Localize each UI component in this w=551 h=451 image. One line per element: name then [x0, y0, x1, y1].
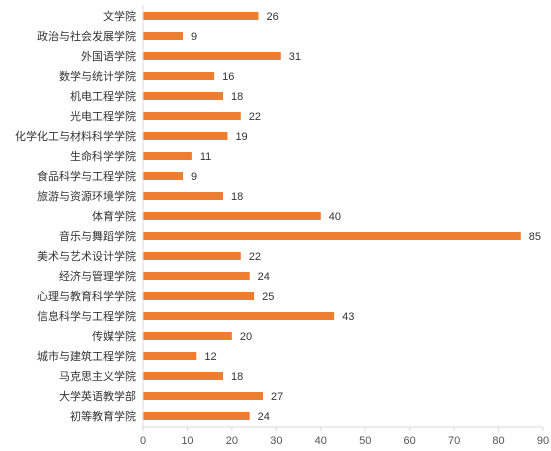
category-label: 光电工程学院	[70, 109, 136, 123]
bars-group	[143, 12, 521, 420]
x-tick-label: 0	[140, 435, 146, 447]
value-label: 18	[231, 371, 243, 383]
category-label: 文学院	[103, 9, 136, 23]
bar	[143, 152, 192, 160]
bar	[143, 12, 259, 20]
bar	[143, 172, 183, 180]
category-label: 外国语学院	[81, 49, 136, 63]
category-label: 化学化工与材料科学学院	[15, 129, 136, 143]
x-tick-label: 40	[315, 435, 327, 447]
category-label: 心理与教育科学学院	[37, 289, 136, 303]
value-label: 25	[262, 291, 274, 303]
category-label: 传媒学院	[92, 329, 136, 343]
category-label: 音乐与舞蹈学院	[59, 229, 136, 243]
value-label: 20	[240, 331, 252, 343]
bar	[143, 132, 228, 140]
x-axis: 0 10 20 30 40 50 60 70 80 90	[140, 5, 549, 447]
value-label: 12	[204, 351, 216, 363]
value-label: 16	[222, 71, 234, 83]
bar	[143, 92, 223, 100]
category-label: 信息科学与工程学院	[37, 309, 136, 323]
category-label: 生命科学学院	[70, 149, 136, 163]
bar	[143, 272, 250, 280]
category-label: 体育学院	[92, 209, 136, 223]
x-tick-label: 50	[359, 435, 371, 447]
bar	[143, 352, 197, 360]
bar	[143, 392, 263, 400]
bar	[143, 252, 241, 260]
bar	[143, 112, 241, 120]
bar	[143, 72, 215, 80]
x-tick-label: 20	[226, 435, 238, 447]
value-label: 19	[235, 131, 247, 143]
value-label: 24	[258, 271, 270, 283]
value-label: 9	[191, 31, 197, 43]
bar	[143, 52, 281, 60]
category-label: 马克思主义学院	[59, 369, 136, 383]
category-label: 大学英语教学部	[59, 389, 136, 403]
value-label: 31	[289, 51, 301, 63]
value-label: 11	[200, 151, 211, 163]
value-label: 27	[271, 391, 283, 403]
x-tick-label: 80	[492, 435, 504, 447]
bar	[143, 192, 223, 200]
value-label: 22	[249, 111, 261, 123]
bar	[143, 212, 321, 220]
category-label: 初等教育学院	[70, 409, 136, 423]
x-tick-label: 90	[537, 435, 549, 447]
category-label: 政治与社会发展学院	[37, 29, 136, 43]
x-tick-label: 60	[404, 435, 416, 447]
bar	[143, 412, 250, 420]
bar	[143, 312, 335, 320]
bar	[143, 32, 183, 40]
category-label: 城市与建筑工程学院	[37, 349, 136, 363]
value-label: 43	[342, 311, 354, 323]
category-label: 美术与艺术设计学院	[37, 249, 136, 263]
value-label: 18	[231, 191, 243, 203]
value-label: 26	[267, 11, 279, 23]
category-label: 旅游与资源环境学院	[37, 189, 136, 203]
value-label: 85	[529, 231, 541, 243]
category-label: 机电工程学院	[70, 89, 136, 103]
category-label: 食品科学与工程学院	[37, 169, 136, 183]
value-label: 22	[249, 251, 261, 263]
bar	[143, 372, 223, 380]
x-tick-label: 30	[270, 435, 282, 447]
bar	[143, 232, 521, 240]
x-tick-label: 70	[448, 435, 460, 447]
value-label: 40	[329, 211, 341, 223]
category-label: 经济与管理学院	[59, 269, 136, 283]
value-label: 24	[258, 411, 270, 423]
category-label: 数学与统计学院	[59, 69, 136, 83]
value-label: 9	[191, 171, 197, 183]
bar	[143, 292, 255, 300]
category-labels: 文学院政治与社会发展学院外国语学院数学与统计学院机电工程学院光电工程学院化学化工…	[15, 9, 136, 423]
value-label: 18	[231, 91, 243, 103]
bar	[143, 332, 232, 340]
x-tick-label: 10	[181, 435, 193, 447]
